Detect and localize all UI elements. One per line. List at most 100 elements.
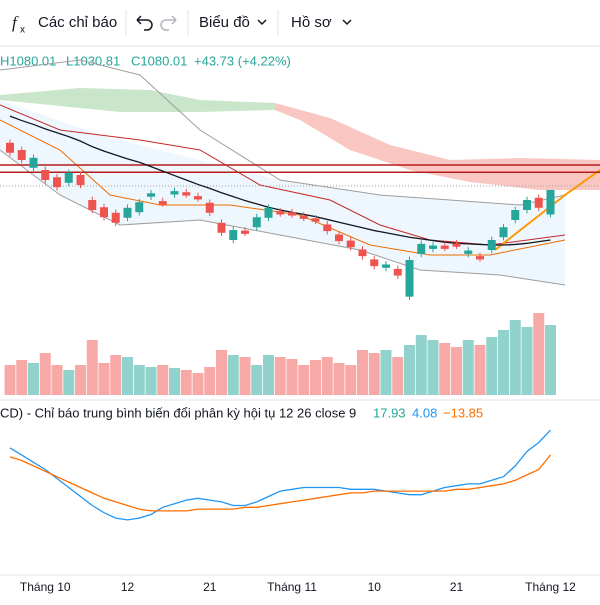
candle-body [511,210,520,220]
time-label: 21 [203,580,217,594]
candle-body [546,189,555,215]
legend-close: C1080.01 [131,53,187,68]
volume-bar [28,363,39,395]
volume-bar [345,365,357,395]
candle-body [264,207,273,218]
volume-bar [439,343,451,395]
volume-bar [521,327,533,395]
volume-bar [98,363,110,395]
time-label: Tháng 12 [525,580,576,594]
volume-bar [4,365,16,395]
volume-bar [75,365,86,395]
candle-body [170,191,179,195]
profile-menu[interactable]: Hồ sơ [291,14,332,31]
time-label: Tháng 10 [20,580,71,594]
volume-bar [169,368,180,395]
fx-icon[interactable]: f [12,13,19,32]
undo-button[interactable] [136,15,153,31]
volume-bar [368,353,380,395]
candle-body [358,249,367,257]
volume-bar [16,360,28,395]
volume-bar [63,370,75,395]
time-label: 21 [450,580,464,594]
volume-bar [545,325,556,395]
candle-body [429,245,437,249]
candle-body [76,175,85,185]
volume-bar [251,365,263,395]
time-label: 10 [368,580,382,594]
macd-value: 17.93 [373,405,406,420]
candle-body [229,230,238,240]
volume-bar [380,350,392,395]
volume-bar [321,357,333,395]
volume-bar [286,359,298,395]
candle-body [393,268,402,276]
cloud-bull [0,88,275,112]
candle-body [487,240,496,250]
signal-value: 4.08 [412,405,437,420]
candle-body [382,264,390,268]
legend-low: L1030.81 [66,53,120,68]
candle-body [123,207,132,218]
legend-change: +43.73 (+4.22%) [194,53,291,68]
candle-body [464,250,473,254]
candle-body [276,211,285,215]
bollinger-upper [0,59,566,206]
volume-bar [310,360,321,395]
candle-body [523,200,531,210]
candle-body [241,230,249,234]
candle-body [88,200,97,210]
chart-menu[interactable]: Biểu đồ [199,14,250,31]
fx-icon-sub: x [20,25,25,36]
volume-bar [145,367,157,395]
volume-bar [86,340,98,395]
candle-body [205,202,214,213]
candle-body [158,201,167,205]
cloud-bear [275,103,600,190]
candle-body [534,197,543,208]
volume-bar [51,365,63,395]
volume-bar [192,373,204,395]
candle-body [346,240,355,248]
legend: H1080.01 L1030.81 C1080.01 +43.73 (+4.22… [0,53,291,68]
volume-bar [298,365,310,395]
volume-bar [392,357,404,395]
candle-body [417,243,426,254]
candle-body [194,196,202,200]
candle-body [370,259,379,267]
volume-bar [122,357,133,395]
candle-body [53,177,61,188]
bollinger-lower [0,149,566,286]
candle-body [311,218,320,222]
redo-button[interactable] [160,15,177,31]
volume-bar [357,350,368,395]
volume-bar [404,345,415,395]
volume-bar [498,330,509,395]
histogram-value: −13.85 [443,405,483,420]
indicators-button[interactable]: Các chỉ báo [38,14,117,31]
volume-bar [509,320,521,395]
candle-body [452,243,461,247]
candle-body [440,245,449,249]
volume-bar [110,355,122,395]
volume-bar [451,347,462,395]
volume-bar [415,335,427,395]
candle-body [476,256,484,260]
candle-body [64,172,73,183]
volume-bar [462,340,474,395]
candle-body [29,157,38,168]
volume-bar [227,355,239,395]
candle-body [17,150,26,160]
volume-bar [474,345,486,395]
candle-body [147,193,155,197]
candle-body [323,224,332,232]
volume-bar [486,337,498,395]
signal-line [9,454,552,512]
macd-title: CD) - Chỉ báo trung bình biến đổi phân k… [0,405,356,420]
candle-body [288,212,296,216]
volume-bar [157,365,169,395]
candle-body [135,202,144,213]
volume-bar [204,367,216,395]
